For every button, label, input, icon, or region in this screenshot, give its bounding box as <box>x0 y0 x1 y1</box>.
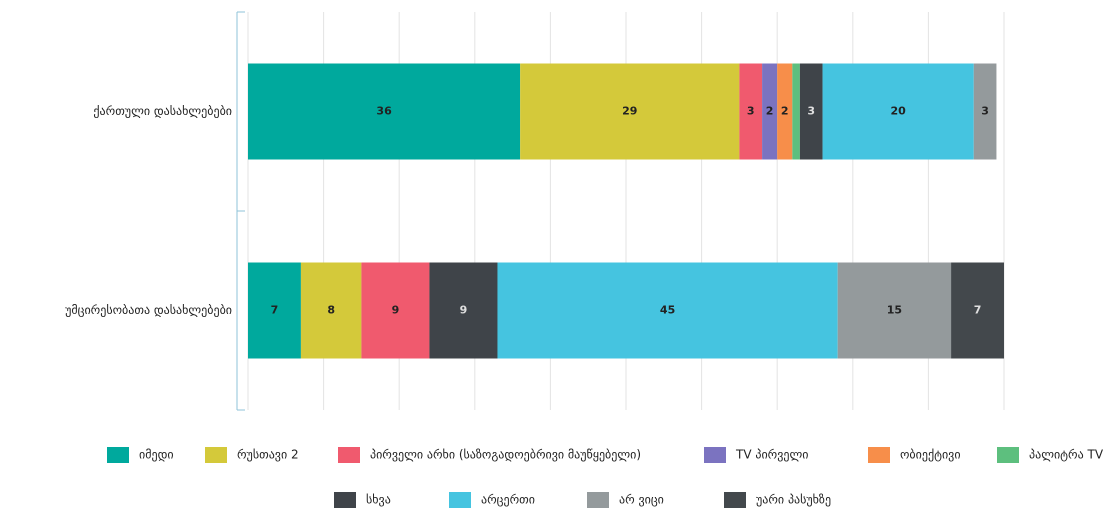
legend-swatch <box>587 492 609 508</box>
legend-swatch <box>334 492 356 508</box>
legend-label: სხვა <box>366 493 391 507</box>
data-label: 2 <box>766 105 774 118</box>
data-label: 9 <box>392 304 400 317</box>
bar-segment <box>739 63 763 160</box>
legend-label: პალიტრა TV <box>1029 448 1104 462</box>
data-label: 2 <box>781 105 789 118</box>
data-label: 3 <box>981 105 989 118</box>
legend-swatch <box>868 447 890 463</box>
bar-segment <box>799 63 823 160</box>
data-label: 7 <box>974 304 982 317</box>
bar-segment <box>248 63 521 160</box>
bar-segment <box>520 63 740 160</box>
data-label: 29 <box>622 105 637 118</box>
data-label: 3 <box>747 105 755 118</box>
data-label: 8 <box>327 304 335 317</box>
legend-swatch <box>997 447 1019 463</box>
bar-segment <box>361 262 430 359</box>
bar-segment <box>822 63 974 160</box>
data-label: 9 <box>460 304 468 317</box>
data-label: 36 <box>376 105 392 118</box>
data-label: 3 <box>807 105 815 118</box>
bar-segment <box>248 262 301 359</box>
bar-segment <box>300 262 362 359</box>
legend-swatch <box>338 447 360 463</box>
data-label: 45 <box>660 304 675 317</box>
bar-segment <box>777 63 793 160</box>
legend-label: პირველი არხი (საზოგადოებრივი მაუწყებელი) <box>370 448 641 462</box>
data-label: 7 <box>271 304 279 317</box>
legend-label: არცერთი <box>481 493 535 507</box>
legend-swatch <box>205 447 227 463</box>
bar-segment <box>762 63 778 160</box>
y-tick-label: უმცირესობათა დასახლებები <box>65 303 232 317</box>
bar-segment <box>497 262 838 359</box>
bar-segment <box>973 63 997 160</box>
legend-label: TV პირველი <box>735 448 808 462</box>
legend-swatch <box>724 492 746 508</box>
bar-segment <box>792 63 800 160</box>
legend-label: უარი პასუხზე <box>756 493 831 507</box>
legend-swatch <box>449 492 471 508</box>
legend-label: რუსთავი 2 <box>237 448 299 462</box>
legend-label: იმედი <box>139 448 174 462</box>
legend-label: არ ვიცი <box>619 493 664 507</box>
bar-segment <box>951 262 1004 359</box>
legend-label: ობიექტივი <box>900 448 961 462</box>
data-label: 15 <box>887 304 902 317</box>
legend-swatch <box>107 447 129 463</box>
legend-swatch <box>704 447 726 463</box>
y-tick-label: ქართული დასახლებები <box>93 104 232 118</box>
bar-segment <box>837 262 952 359</box>
data-label: 20 <box>891 105 907 118</box>
bar-segment <box>429 262 498 359</box>
